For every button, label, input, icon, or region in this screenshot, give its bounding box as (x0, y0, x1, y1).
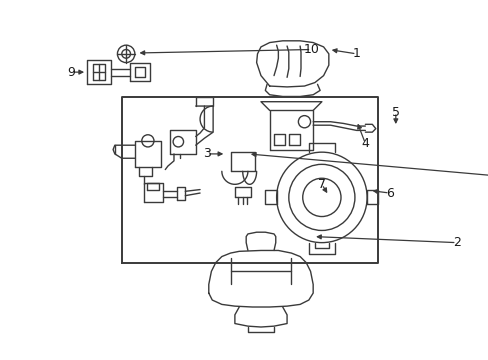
Text: 10: 10 (303, 43, 319, 56)
Text: 6: 6 (385, 186, 393, 199)
Text: 5: 5 (391, 105, 399, 119)
Text: 2: 2 (452, 236, 460, 249)
Text: 9: 9 (67, 66, 75, 78)
Text: 1: 1 (352, 48, 360, 60)
Text: 4: 4 (361, 137, 368, 150)
Text: 3: 3 (203, 147, 210, 161)
Text: 7: 7 (317, 178, 325, 191)
